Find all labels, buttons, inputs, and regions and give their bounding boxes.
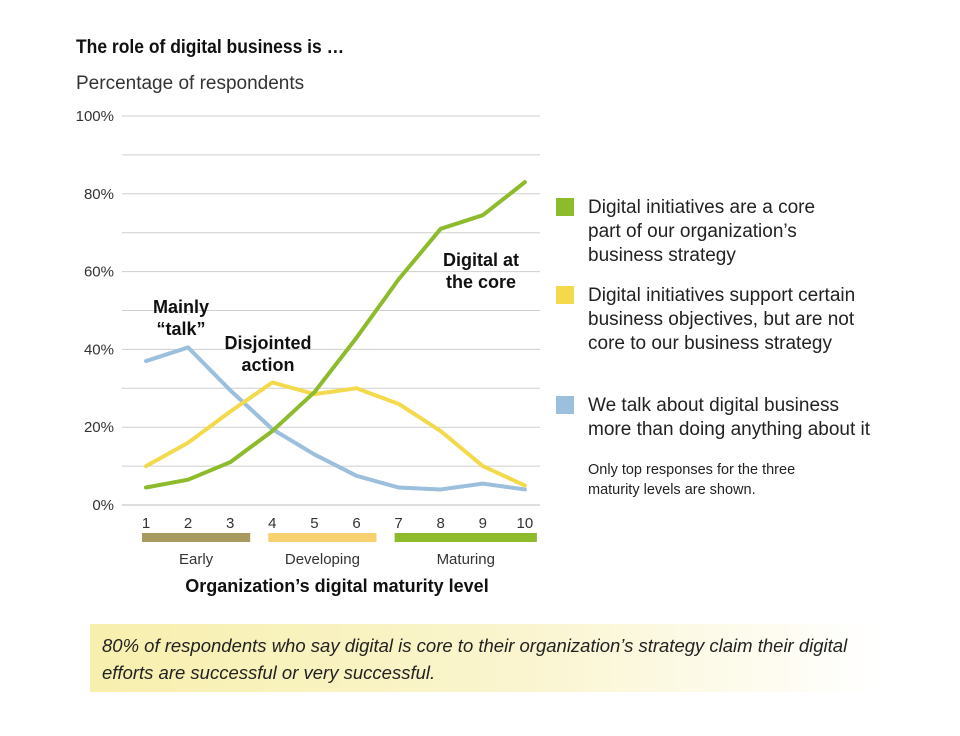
legend-label-core: Digital initiatives are a core part of o… <box>588 197 816 266</box>
chart-annotation: “talk” <box>156 319 205 339</box>
maturity-band <box>142 533 251 542</box>
callout-box: 80% of respondents who say digital is co… <box>90 624 880 692</box>
maturity-band-label: Maturing <box>437 551 495 568</box>
legend-swatch-support <box>556 286 574 304</box>
line-chart: 0% 20% 40% 60% 80% 100% 1 2 3 4 5 6 7 8 9 10 Early Develo… <box>76 108 540 596</box>
series-line <box>144 345 527 492</box>
y-tick-label: 80% <box>84 186 114 203</box>
x-tick-label: 2 <box>184 515 192 532</box>
chart-subtitle: Percentage of respondents <box>76 73 305 94</box>
chart-annotation: Disjointed <box>224 333 311 353</box>
x-tick-label: 5 <box>310 515 318 532</box>
legend-item-talk: We talk about digital business more than… <box>556 394 908 442</box>
series-line <box>144 180 527 490</box>
legend-swatch-core <box>556 198 574 216</box>
x-tick-label: 7 <box>394 515 402 532</box>
maturity-band <box>394 533 537 542</box>
maturity-band <box>268 533 377 542</box>
y-tick-label: 100% <box>76 108 114 125</box>
series-line <box>144 380 527 488</box>
x-tick-label: 4 <box>268 515 276 532</box>
legend-swatch-talk <box>556 396 574 414</box>
x-tick-label: 9 <box>479 515 487 532</box>
chart-annotation: Mainly <box>153 297 209 317</box>
y-tick-label: 60% <box>84 264 114 281</box>
x-axis-title: Organization’s digital maturity level <box>185 576 488 596</box>
chart-annotation: action <box>241 355 294 375</box>
x-tick-label: 3 <box>226 515 234 532</box>
y-tick-label: 0% <box>92 497 114 514</box>
x-tick-label: 1 <box>142 515 150 532</box>
maturity-band-label: Early <box>179 551 214 568</box>
legend-item-core: Digital initiatives are a core part of o… <box>556 196 908 268</box>
maturity-band-label: Developing <box>285 551 360 568</box>
chart-annotation: the core <box>446 272 516 292</box>
legend-label-talk: We talk about digital business more than… <box>588 395 871 440</box>
legend-note: Only top responses for the three maturit… <box>588 462 796 498</box>
x-tick-label: 6 <box>352 515 360 532</box>
x-tick-label: 10 <box>517 515 534 532</box>
callout-text: 80% of respondents who say digital is co… <box>102 635 848 683</box>
legend-item-support: Digital initiatives support certain busi… <box>556 284 908 356</box>
x-tick-label: 8 <box>437 515 445 532</box>
legend-label-support: Digital initiatives support certain busi… <box>588 285 856 354</box>
chart-title: The role of digital business is … <box>76 37 345 58</box>
y-tick-label: 40% <box>84 341 114 358</box>
chart-annotation: Digital at <box>443 250 519 270</box>
y-tick-label: 20% <box>84 419 114 436</box>
